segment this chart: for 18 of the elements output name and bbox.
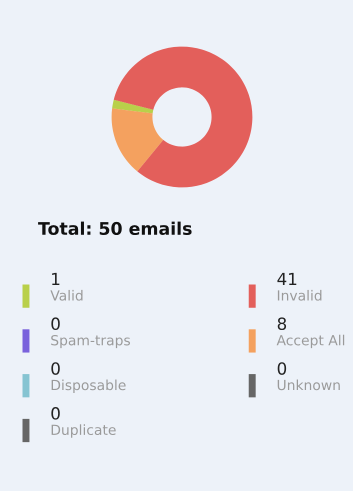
donut-slice: [114, 46, 252, 188]
text: Total: 50 emails: [38, 222, 192, 236]
data-label: 1: [52, 272, 60, 286]
legend-label: Accept All: [276, 334, 344, 348]
legend-label: Valid: [50, 290, 82, 301]
text: 0: [51, 317, 60, 330]
text: 0: [51, 407, 60, 420]
data-label: 8: [278, 317, 286, 330]
legend-label: Disposable: [52, 380, 126, 393]
donut-slice: [112, 100, 154, 114]
data-label: 41: [277, 272, 296, 286]
legend-label: Duplicate: [52, 424, 116, 438]
legend-label: Spam-traps: [51, 334, 130, 348]
legend-label: Invalid: [278, 290, 322, 301]
legend-label: Unknown: [278, 380, 340, 390]
text: 0: [51, 362, 60, 375]
text: 0: [278, 362, 286, 375]
donut-slice: [112, 108, 164, 172]
